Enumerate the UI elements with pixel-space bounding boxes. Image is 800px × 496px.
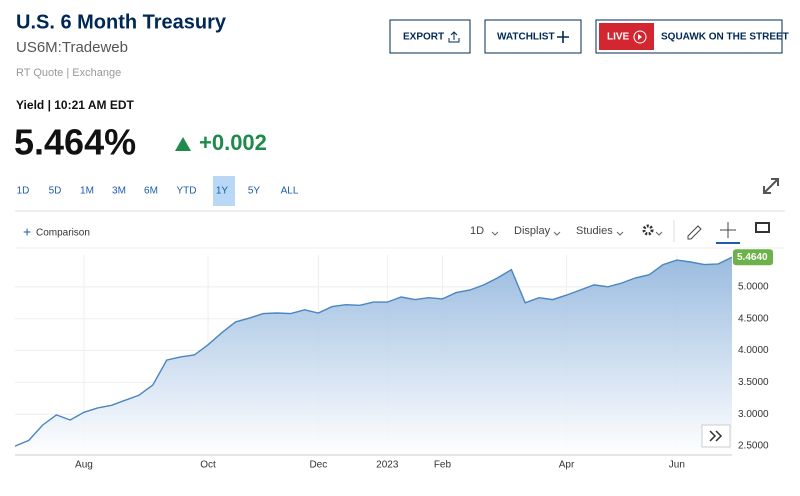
current-value-label: 5.4640 <box>737 252 768 263</box>
crosshair-icon[interactable] <box>720 222 736 238</box>
interval-menu[interactable]: 1D <box>470 225 484 237</box>
range-selected <box>213 176 235 206</box>
up-arrow <box>175 137 191 151</box>
chevron <box>491 231 499 236</box>
line <box>14 256 733 447</box>
range-selector: 1D 5D 1M 3M 6M YTD 1Y 5Y ALL <box>17 176 299 206</box>
range-option[interactable]: 6M <box>144 186 158 197</box>
current-value-flag <box>733 249 773 266</box>
price-chart: 2.5000 3.0000 3.5000 4.0000 4.5000 5.0000 Aug O… <box>14 249 773 471</box>
range-option[interactable]: 1M <box>80 186 94 197</box>
plus-icon: + <box>23 224 31 240</box>
y-tick-label: 3.5000 <box>738 377 769 388</box>
settings-icon[interactable] <box>642 224 654 236</box>
range-option[interactable]: YTD <box>177 186 197 197</box>
draw-icon[interactable] <box>687 225 702 240</box>
comparison-label: Comparison <box>36 228 90 239</box>
y-tick-label: 2.5000 <box>738 441 769 452</box>
range-option[interactable]: 5D <box>49 186 62 197</box>
range-option[interactable]: ALL <box>281 186 299 197</box>
scroll-icon <box>709 430 723 442</box>
range-option[interactable]: 1D <box>17 186 30 197</box>
plus-icon <box>557 31 569 43</box>
live-label: LIVE <box>607 32 630 43</box>
range-option[interactable]: 3M <box>112 186 126 197</box>
display-menu[interactable]: Display <box>514 225 551 237</box>
area <box>15 257 732 455</box>
x-tick-label: Apr <box>559 460 575 471</box>
range-option[interactable]: 5Y <box>248 186 261 197</box>
live-badge <box>599 23 654 50</box>
change: +0.002 <box>199 130 267 155</box>
export-icon <box>448 31 460 43</box>
x-tick-label: Feb <box>434 460 452 471</box>
squawk-button[interactable]: LIVE SQUAWK ON THE STREET <box>595 19 789 54</box>
x-tick-label: 2023 <box>376 460 399 471</box>
button-label: EXPORT <box>403 32 444 43</box>
y-tick-label: 4.0000 <box>738 345 769 356</box>
comparison-button[interactable]: + Comparison <box>23 224 90 240</box>
y-tick-label: 3.0000 <box>738 409 769 420</box>
watchlist-button[interactable]: WATCHLIST <box>484 19 582 54</box>
x-tick-label: Dec <box>309 460 327 471</box>
button-label: WATCHLIST <box>497 32 555 43</box>
x-tick-label: Oct <box>200 460 216 471</box>
y-tick-label: 4.5000 <box>738 313 769 324</box>
button-frame <box>389 19 471 54</box>
chevron <box>655 231 663 236</box>
play-triangle <box>638 34 642 40</box>
expand-icon[interactable] <box>763 178 779 194</box>
symbol: US6M:Tradeweb <box>16 39 128 56</box>
chevron <box>553 231 561 236</box>
title: U.S. 6 Month Treasury <box>16 11 227 33</box>
y-tick-label: 5.0000 <box>738 281 769 292</box>
chevron <box>616 231 624 236</box>
scroll-button[interactable] <box>701 424 731 448</box>
x-tick-label: Aug <box>75 460 93 471</box>
x-tick-label: Jun <box>669 460 685 471</box>
play-icon <box>633 30 647 44</box>
yield-time: Yield | 10:21 AM EDT <box>16 98 135 112</box>
quote-source: RT Quote | Exchange <box>16 67 121 79</box>
button-label: SQUAWK ON THE STREET <box>661 32 789 43</box>
range-option[interactable]: 1Y <box>216 186 229 197</box>
export-button[interactable]: EXPORT <box>389 19 471 54</box>
comment-icon[interactable] <box>755 222 770 233</box>
price: 5.464% <box>14 122 136 163</box>
studies-menu[interactable]: Studies <box>576 225 613 237</box>
